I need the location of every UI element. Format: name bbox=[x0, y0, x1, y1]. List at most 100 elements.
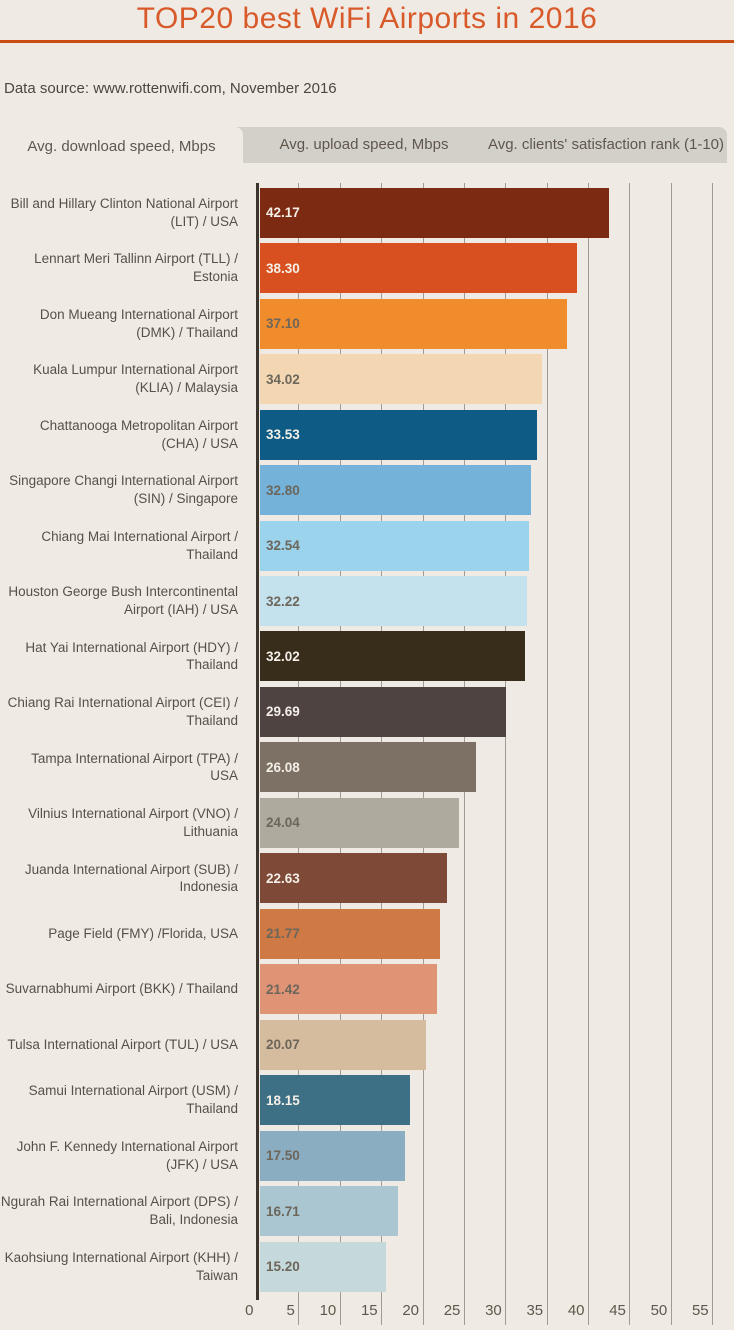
bar-row: Kuala Lumpur International Airport (KLIA… bbox=[0, 351, 734, 406]
bar-value: 32.22 bbox=[266, 593, 300, 609]
bar-label: Vilnius International Airport (VNO) / Li… bbox=[28, 806, 238, 839]
bar-row: Chiang Rai International Airport (CEI) /… bbox=[0, 684, 734, 739]
bar: 29.69 bbox=[260, 686, 506, 737]
bar: 38.30 bbox=[260, 243, 577, 294]
tab-satisfaction-rank[interactable]: Avg. clients' satisfaction rank (1-10) bbox=[487, 136, 725, 153]
x-tick-label: 55 bbox=[691, 1302, 709, 1319]
x-tick-label: 10 bbox=[319, 1302, 337, 1319]
bar-row: Tampa International Airport (TPA) / USA … bbox=[0, 740, 734, 795]
bar: 21.77 bbox=[260, 908, 441, 959]
bar: 32.02 bbox=[260, 631, 525, 682]
bar-label: Chiang Mai International Airport / Thail… bbox=[41, 528, 238, 562]
bar-label: Suvarnabhumi Airport (BKK) / Thailand bbox=[5, 981, 238, 997]
bar: 32.22 bbox=[260, 576, 527, 627]
bar-label: Kaohsiung International Airport (KHH) / … bbox=[4, 1249, 238, 1283]
bar-label: Chiang Rai International Airport (CEI) /… bbox=[7, 695, 238, 728]
bar-value: 34.02 bbox=[266, 371, 300, 387]
bar: 24.04 bbox=[260, 797, 459, 848]
x-axis: 0 5 10 15 20 25 30 35 40 45 50 55 bbox=[0, 1302, 734, 1324]
bar-label: Kuala Lumpur International Airport (KLIA… bbox=[33, 362, 238, 396]
bar-row: Hat Yai International Airport (HDY) / Th… bbox=[0, 629, 734, 684]
data-source: Data source: www.rottenwifi.com, Novembe… bbox=[4, 80, 337, 97]
header-divider bbox=[0, 40, 734, 43]
bar: 32.80 bbox=[260, 465, 532, 516]
bar-label: Hat Yai International Airport (HDY) / Th… bbox=[25, 639, 238, 673]
gridline bbox=[588, 183, 589, 1325]
bar-row: Tulsa International Airport (TUL) / USA … bbox=[0, 1017, 734, 1072]
bar-row: Vilnius International Airport (VNO) / Li… bbox=[0, 795, 734, 850]
bar-label: Tampa International Airport (TPA) / USA bbox=[31, 750, 238, 784]
bar-value: 33.53 bbox=[266, 427, 300, 443]
bar-value: 20.07 bbox=[266, 1037, 300, 1053]
bar-label: Don Mueang International Airport (DMK) /… bbox=[39, 306, 238, 340]
bar-row: Lennart Meri Tallinn Airport (TLL) / Est… bbox=[0, 240, 734, 295]
bar: 34.02 bbox=[260, 354, 542, 405]
tab-bar: Avg. upload speed, Mbps Avg. clients' sa… bbox=[0, 127, 727, 172]
bar-label: Bill and Hillary Clinton National Airpor… bbox=[10, 195, 238, 229]
x-tick-label: 20 bbox=[402, 1302, 419, 1319]
bar: 20.07 bbox=[260, 1019, 427, 1070]
bar: 42.17 bbox=[260, 187, 609, 238]
gridline bbox=[546, 183, 548, 1325]
x-tick-label: 35 bbox=[526, 1302, 544, 1319]
bar-row: Houston George Bush Intercontinental Air… bbox=[0, 573, 734, 628]
bar-row: Singapore Changi International Airport (… bbox=[0, 462, 734, 517]
bar-label: John F. Kennedy International Airport (J… bbox=[16, 1138, 238, 1172]
bar-label: Singapore Changi International Airport (… bbox=[9, 473, 238, 507]
bar-value: 21.77 bbox=[266, 926, 300, 942]
bar-row: Kaohsiung International Airport (KHH) / … bbox=[0, 1239, 734, 1294]
bar-value: 38.30 bbox=[266, 260, 300, 276]
bar: 17.50 bbox=[260, 1130, 405, 1181]
page-title: TOP20 best WiFi Airports in 2016 bbox=[136, 2, 598, 35]
bar-row: Chattanooga Metropolitan Airport (CHA) /… bbox=[0, 407, 734, 462]
bar: 16.71 bbox=[260, 1186, 399, 1237]
gridline bbox=[505, 183, 507, 1325]
bar: 21.42 bbox=[260, 964, 438, 1015]
bar-row: Juanda International Airport (SUB) / Ind… bbox=[0, 851, 734, 906]
bar-row: Samui International Airport (USM) / Thai… bbox=[0, 1073, 734, 1128]
bar-row: Ngurah Rai International Airport (DPS) /… bbox=[0, 1183, 734, 1238]
bar: 32.54 bbox=[260, 520, 530, 571]
bar-label: Juanda International Airport (SUB) / Ind… bbox=[24, 861, 238, 895]
bar-label: Samui International Airport (USM) / Thai… bbox=[28, 1083, 238, 1117]
bar-row: Page Field (FMY) /Florida, USA 21.77 bbox=[0, 906, 734, 961]
bar: 33.53 bbox=[260, 409, 538, 460]
bar: 22.63 bbox=[260, 853, 448, 904]
bar-value: 29.69 bbox=[266, 704, 300, 720]
gridline bbox=[629, 183, 631, 1325]
bar-row: Bill and Hillary Clinton National Airpor… bbox=[0, 185, 734, 240]
bar-value: 18.15 bbox=[266, 1092, 300, 1108]
tab-upload-speed[interactable]: Avg. upload speed, Mbps bbox=[279, 136, 449, 153]
bar-value: 32.54 bbox=[266, 538, 300, 554]
bar-value: 15.20 bbox=[266, 1259, 300, 1275]
bar-row: Don Mueang International Airport (DMK) /… bbox=[0, 296, 734, 351]
bar-row: John F. Kennedy International Airport (J… bbox=[0, 1128, 734, 1183]
y-axis-line bbox=[256, 183, 259, 1300]
x-tick-label: 50 bbox=[650, 1302, 668, 1319]
bar: 18.15 bbox=[260, 1075, 411, 1126]
bar: 26.08 bbox=[260, 742, 476, 793]
bar-label: Houston George Bush Intercontinental Air… bbox=[8, 584, 238, 618]
bar-value: 21.42 bbox=[266, 981, 300, 997]
x-tick-label: 45 bbox=[609, 1302, 626, 1319]
bar-value: 17.50 bbox=[266, 1148, 300, 1164]
bar-row: Chiang Mai International Airport / Thail… bbox=[0, 518, 734, 573]
bar-value: 32.02 bbox=[266, 648, 300, 664]
x-tick-label: 30 bbox=[485, 1302, 502, 1319]
x-tick-label: 5 bbox=[286, 1302, 295, 1319]
bar-label: Ngurah Rai International Airport (DPS) /… bbox=[0, 1194, 238, 1228]
bar-label: Tulsa International Airport (TUL) / USA bbox=[7, 1036, 238, 1052]
tab-download-speed[interactable]: Avg. download speed, Mbps bbox=[0, 127, 243, 171]
x-tick-label: 15 bbox=[360, 1302, 378, 1319]
bar-label: Lennart Meri Tallinn Airport (TLL) / Est… bbox=[34, 251, 238, 285]
bar-value: 42.17 bbox=[266, 205, 300, 221]
bar-row: Suvarnabhumi Airport (BKK) / Thailand 21… bbox=[0, 962, 734, 1017]
gridline bbox=[670, 183, 672, 1325]
bar-value: 32.80 bbox=[266, 482, 300, 498]
bar-value: 26.08 bbox=[266, 759, 300, 775]
bar-value: 24.04 bbox=[266, 815, 300, 831]
bar-value: 16.71 bbox=[266, 1203, 300, 1219]
bar-label: Chattanooga Metropolitan Airport (CHA) /… bbox=[39, 417, 238, 451]
